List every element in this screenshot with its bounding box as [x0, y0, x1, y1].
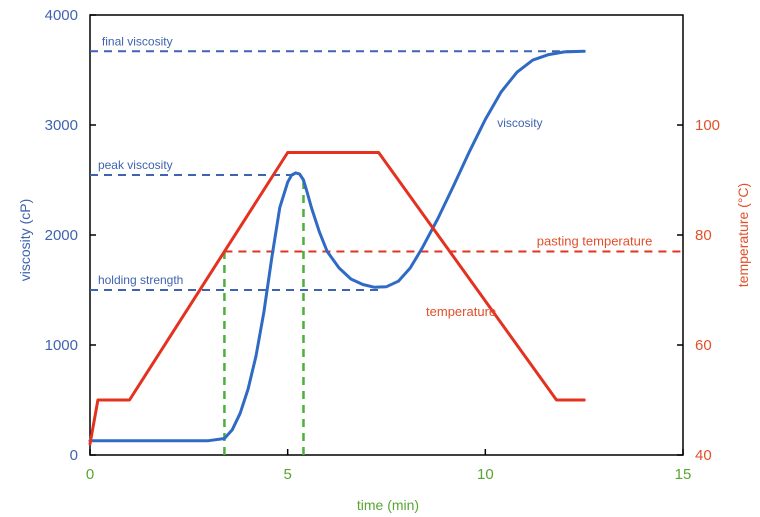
right-tick-label: 60: [695, 337, 712, 354]
left-tick-label: 1000: [45, 337, 78, 354]
reference-line-label-4: pasting temperature: [537, 234, 653, 249]
annotations: final viscosity peak viscosity holding str…: [98, 34, 652, 319]
reference-lines: [90, 50, 683, 291]
left-tick-label: 0: [70, 447, 78, 464]
bottom-tick-label: 0: [86, 466, 94, 483]
reference-line-label-2: peak viscosity: [98, 158, 173, 172]
series-line-temperature: [88, 151, 586, 446]
right-tick-label: 80: [695, 227, 712, 244]
bottom-tick-label: 15: [675, 466, 692, 483]
bottom-tick-label: 10: [477, 466, 494, 483]
right-tick-label: 40: [695, 447, 712, 464]
right-tick-label: 100: [695, 117, 720, 134]
y-axis-label-right: temperature (°C): [735, 183, 751, 287]
left-tick-label: 3000: [45, 117, 78, 134]
reference-line-label-1: final viscosity: [102, 34, 173, 48]
vertical-markers: [223, 175, 305, 455]
left-tick-label: 4000: [45, 7, 78, 24]
reference-line-label-3: holding strength: [98, 273, 183, 287]
series-line-viscosity: [88, 49, 586, 443]
curve-label-viscosity: viscosity: [497, 116, 542, 130]
series-lines: [88, 49, 586, 446]
x-axis-label: time (min): [357, 497, 419, 513]
y-axis-label-left: viscosity (cP): [17, 199, 33, 281]
bottom-tick-label: 5: [283, 466, 291, 483]
left-tick-label: 2000: [45, 227, 78, 244]
curve-label-temperature: temperature: [426, 304, 496, 319]
